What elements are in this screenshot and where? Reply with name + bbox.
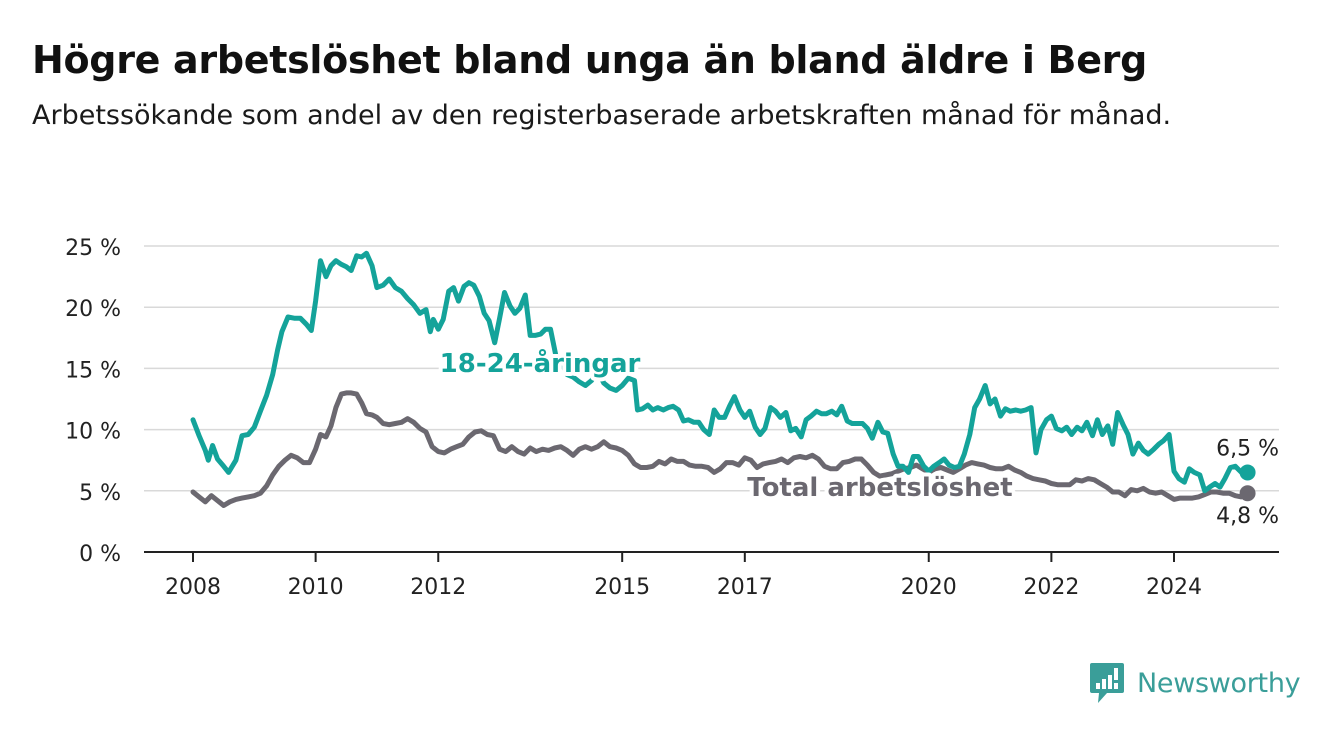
series-line-1: [190, 390, 1251, 508]
x-tick-label: 2010: [288, 575, 344, 600]
end-value-label: 4,8 %: [1216, 504, 1279, 529]
x-tick-label: 2024: [1146, 575, 1202, 600]
series-name-label-halo: Total arbetslöshet: [747, 473, 1012, 503]
x-tick-label: 2008: [165, 575, 221, 600]
newsworthy-brand: Newsworthy: [1089, 661, 1301, 705]
y-tick-label: 5 %: [79, 481, 121, 506]
end-value-label-halo: 6,5 %: [1216, 436, 1279, 461]
page-subtitle: Arbetssökande som andel av den registerb…: [32, 100, 1172, 131]
brand-name: Newsworthy: [1137, 667, 1301, 699]
series-name-label-halo: 18-24-åringar: [440, 347, 641, 379]
series-end-point-1: [1239, 485, 1256, 502]
y-tick-label: 10 %: [65, 420, 121, 445]
x-tick-label: 2012: [410, 575, 466, 600]
x-tick-label: 2022: [1023, 575, 1079, 600]
x-tick-label: 2017: [717, 575, 773, 600]
series-line-0: [190, 250, 1251, 494]
series-end-point-0: [1239, 464, 1256, 481]
end-value-label: 6,5 %: [1216, 436, 1279, 461]
y-tick-label: 15 %: [65, 358, 121, 383]
series-lines: [190, 250, 1256, 508]
x-tick-label: 2015: [594, 575, 650, 600]
y-tick-label: 20 %: [65, 297, 121, 322]
bar-chart-logo-icon: [1090, 663, 1124, 703]
x-axis-tick-labels: 2008 2010 2012 2015 2017 2020 2022 2024: [165, 552, 1202, 600]
x-tick-label: 2020: [901, 575, 957, 600]
y-axis-tick-labels: 0 % 5 % 10 % 15 % 20 % 25 %: [65, 236, 121, 567]
y-tick-label: 0 %: [79, 542, 121, 567]
series-name-label: 18-24-åringar: [440, 347, 641, 379]
y-tick-label: 25 %: [65, 236, 121, 261]
series-name-label: Total arbetslöshet: [747, 473, 1012, 503]
page-title: Högre arbetslöshet bland unga än bland ä…: [32, 38, 1148, 82]
grid-lines: [144, 245, 1279, 553]
end-value-label-halo: 4,8 %: [1216, 504, 1279, 529]
